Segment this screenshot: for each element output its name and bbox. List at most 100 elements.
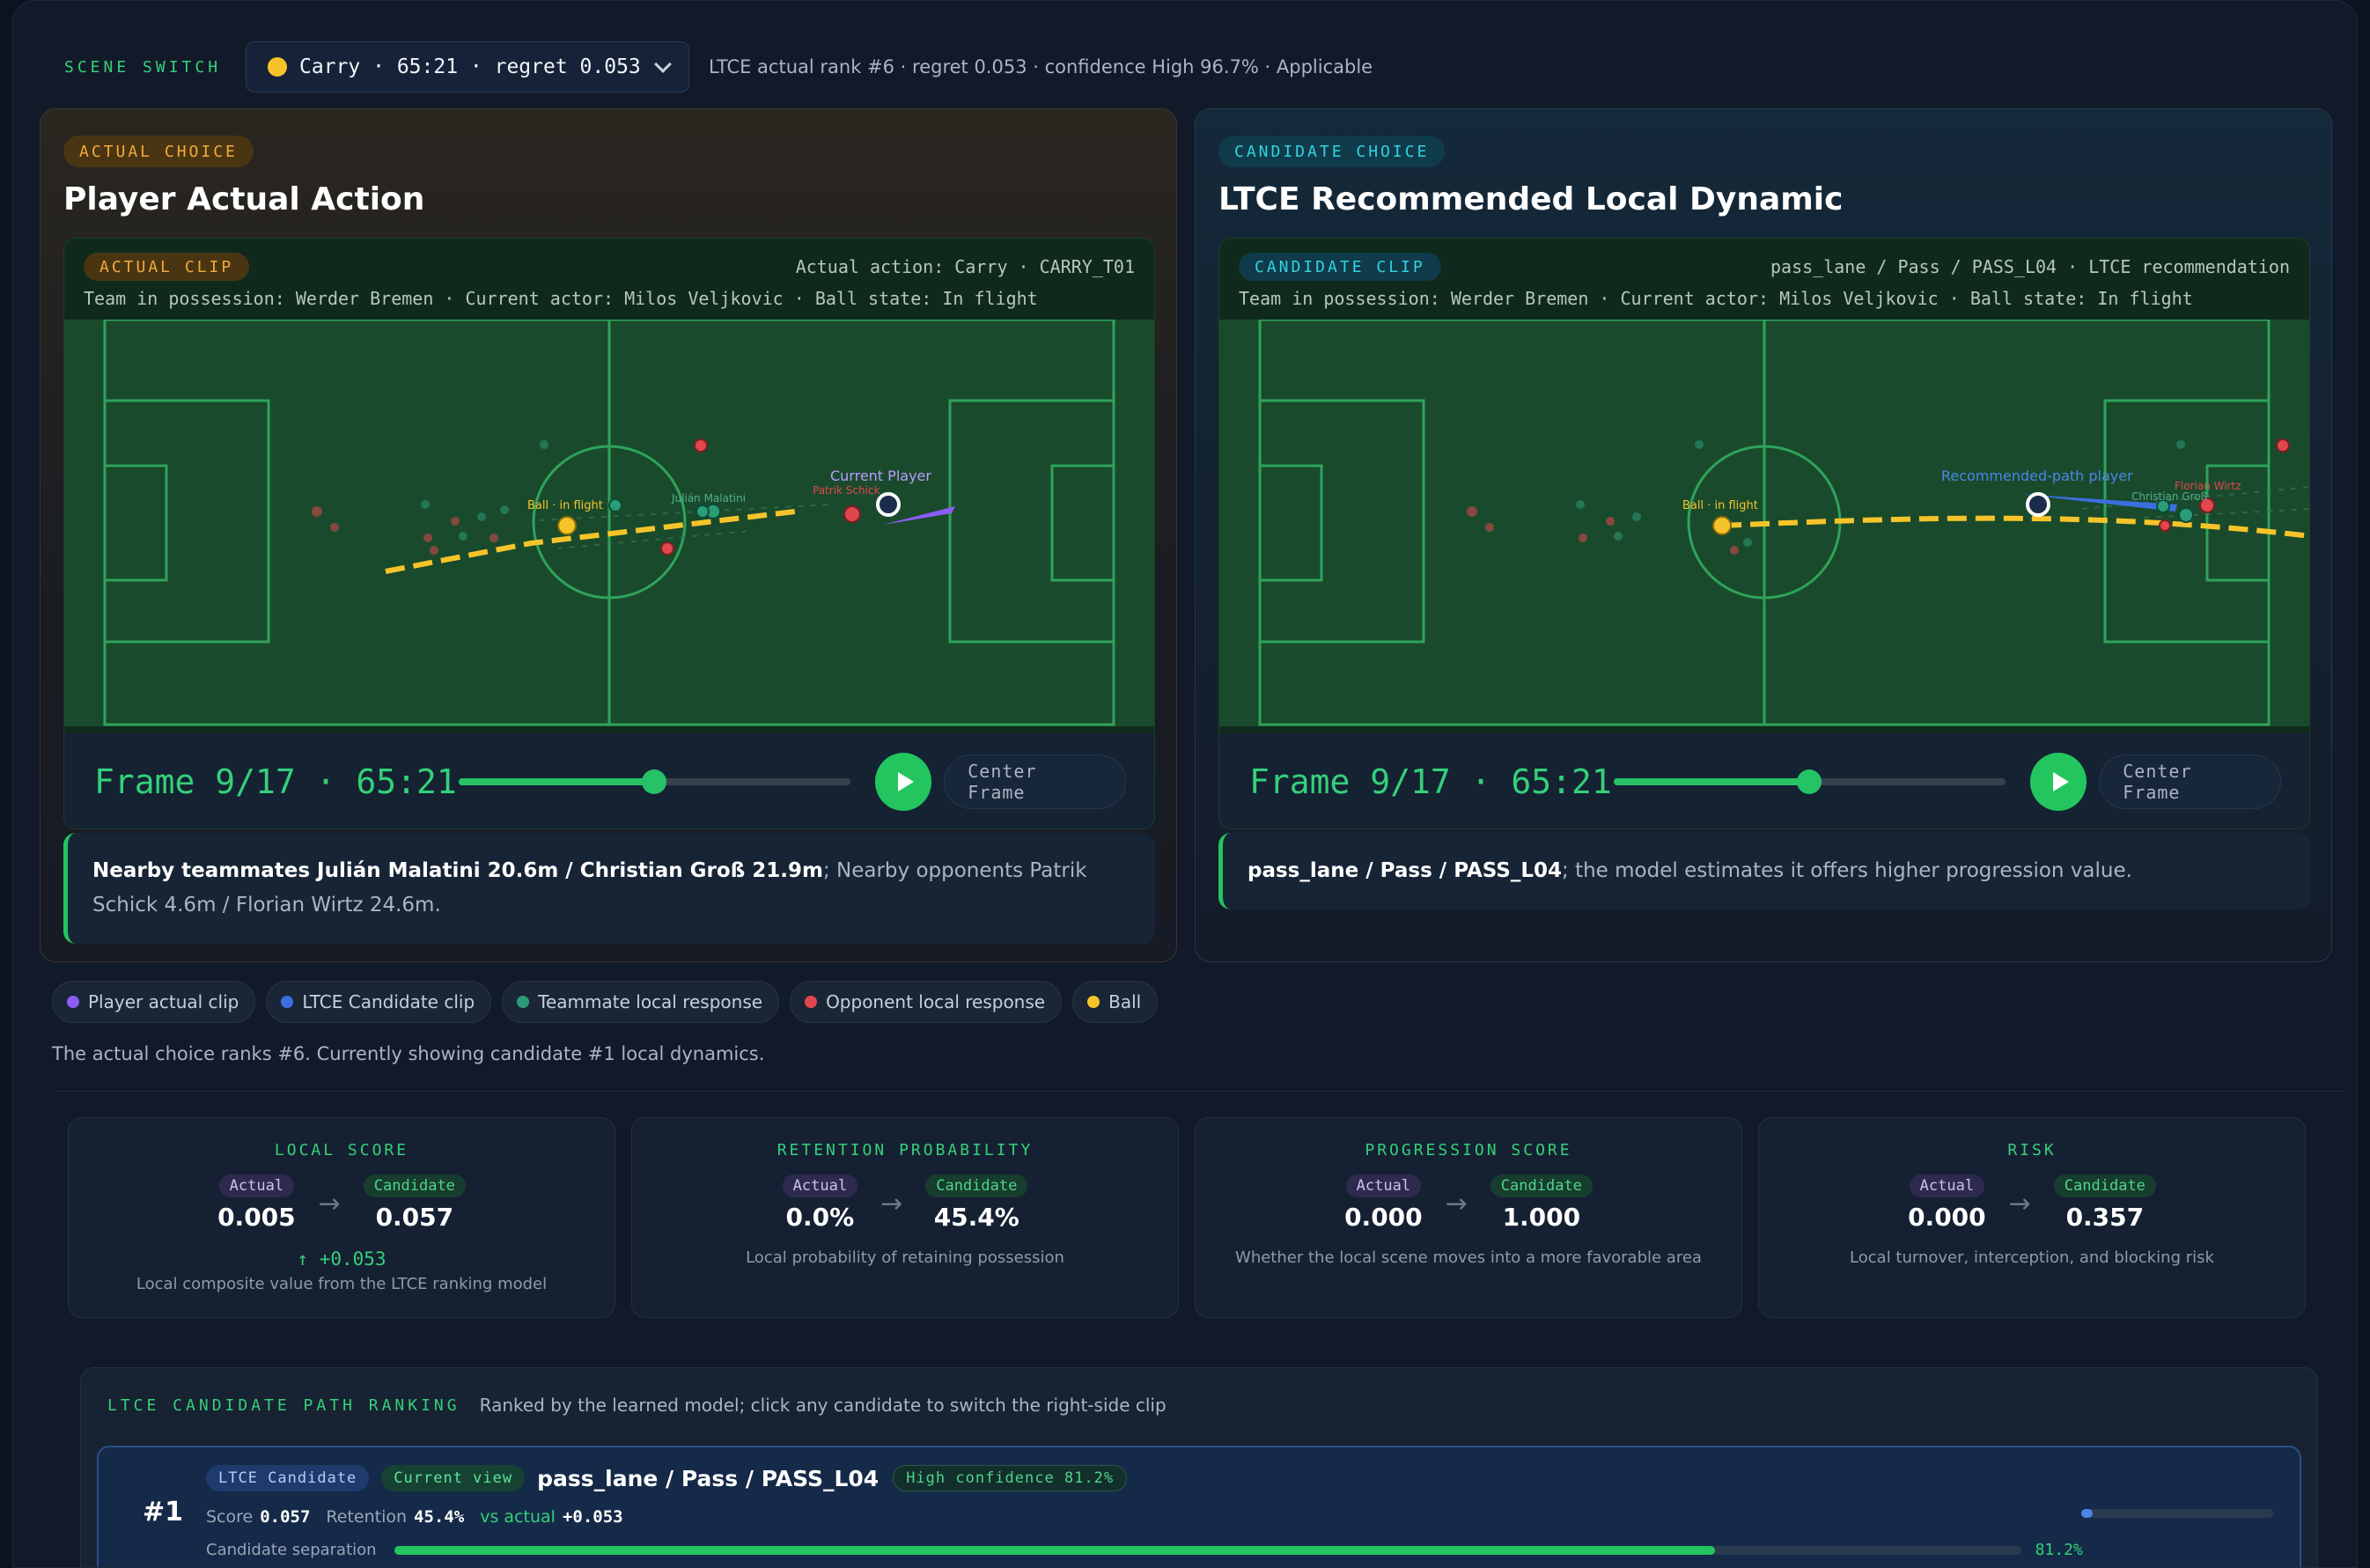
pitch-lines — [103, 320, 1115, 726]
app-shell: SCENE SWITCH Carry · 65:21 · regret 0.05… — [12, 0, 2358, 1568]
candidate-value: 0.357 — [2065, 1203, 2145, 1232]
candidate-tag: Candidate — [363, 1174, 466, 1197]
scene-bar: SCENE SWITCH Carry · 65:21 · regret 0.05… — [64, 41, 1373, 92]
arrow-right-icon: → — [880, 1189, 903, 1219]
actual-choice-panel: ACTUAL CHOICE Player Actual Action ACTUA… — [40, 108, 1177, 962]
opponent-label: Florian Wirtz — [2175, 480, 2241, 492]
divider — [52, 1091, 2344, 1092]
panel-title: Player Actual Action — [63, 181, 425, 217]
pitch[interactable]: Ball · in flight Current Player Julián M… — [64, 320, 1155, 726]
metric-description: Local probability of retaining possessio… — [746, 1248, 1064, 1267]
metric-values: Actual 0.0% → Candidate 45.4% — [632, 1174, 1178, 1232]
metric-retention-probability: RETENTION PROBABILITY Actual 0.0% → Candi… — [631, 1117, 1179, 1318]
play-button[interactable] — [2029, 753, 2087, 811]
actual-value: 0.005 — [217, 1203, 296, 1232]
metric-values: Actual 0.005 → Candidate 0.057 — [69, 1174, 615, 1232]
chevron-down-icon — [654, 55, 672, 73]
current-player-label: Current Player — [830, 467, 931, 484]
metric-title: PROGRESSION SCORE — [1365, 1141, 1572, 1159]
note-emphasis: pass_lane / Pass / PASS_L04 — [1248, 859, 1563, 882]
metric-title: RETENTION PROBABILITY — [777, 1141, 1034, 1159]
arrow-right-icon: → — [318, 1189, 341, 1219]
legend-label: Ball — [1108, 991, 1142, 1012]
metric-values: Actual 0.000 → Candidate 0.357 — [1759, 1174, 2305, 1232]
current-player-marker — [876, 492, 901, 517]
scene-select[interactable]: Carry · 65:21 · regret 0.053 — [246, 41, 690, 92]
metric-title: RISK — [2007, 1141, 2057, 1159]
legend-label: Opponent local response — [826, 991, 1046, 1012]
ranking-title: LTCE CANDIDATE PATH RANKING — [107, 1395, 460, 1415]
metric-description: Whether the local scene moves into a mor… — [1235, 1248, 1702, 1267]
play-icon — [2052, 772, 2069, 791]
ball-marker — [1712, 516, 1732, 535]
candidate-clip-badge: CANDIDATE CLIP — [1239, 253, 1441, 281]
legend-dot-icon — [1087, 996, 1100, 1008]
metric-delta: ↑ +0.053 — [297, 1248, 386, 1270]
note-text: ; the model estimates it offers higher p… — [1562, 859, 2132, 882]
teammate-label: Julián Malatini — [671, 492, 746, 504]
ball-label: Ball · in flight — [1682, 499, 1758, 512]
legend-dot-icon — [517, 996, 530, 1008]
scene-switch-label: SCENE SWITCH — [64, 57, 222, 77]
scene-meta: LTCE actual rank #6 · regret 0.053 · con… — [709, 56, 1373, 77]
candidate-ranking: LTCE CANDIDATE PATH RANKING Ranked by th… — [80, 1367, 2318, 1567]
actual-clip-badge: ACTUAL CLIP — [84, 253, 250, 281]
slider-handle[interactable] — [642, 769, 667, 794]
legend-label: Teammate local response — [538, 991, 763, 1012]
frame-slider[interactable] — [458, 769, 850, 794]
actual-tag: Actual — [218, 1174, 295, 1197]
actual-tag: Actual — [1909, 1174, 1985, 1197]
note-emphasis: Nearby teammates Julián Malatini 20.6m /… — [92, 859, 823, 882]
opponent-marker — [2276, 438, 2290, 453]
separation-bar — [394, 1545, 2021, 1555]
metric-values: Actual 0.000 → Candidate 1.000 — [1196, 1174, 1741, 1232]
clip-info: Team in possession: Werder Bremen · Curr… — [84, 288, 1038, 309]
candidate-tag: Candidate — [925, 1174, 1028, 1197]
candidate-value: 1.000 — [1502, 1203, 1581, 1232]
teammate-marker — [696, 504, 710, 519]
ranking-header: LTCE CANDIDATE PATH RANKING Ranked by th… — [107, 1395, 1167, 1416]
score-label: Score — [206, 1507, 254, 1527]
faint-track-lines — [539, 504, 831, 549]
ball-trajectory — [385, 509, 796, 574]
pitch[interactable]: Ball · in flight Recommended-path player… — [1219, 320, 2310, 726]
ball-dot-icon — [268, 57, 288, 77]
actual-choice-badge: ACTUAL CHOICE — [63, 136, 254, 167]
current-view-tag: Current view — [381, 1465, 526, 1491]
candidate-choice-badge: CANDIDATE CHOICE — [1218, 136, 1446, 167]
actual-value: 0.0% — [785, 1203, 855, 1232]
legend-item-ball: Ball — [1072, 981, 1159, 1023]
nearby-players-note: Nearby teammates Julián Malatini 20.6m /… — [63, 833, 1155, 944]
frame-counter: Frame 9/17 · 65:21 — [94, 762, 457, 801]
mini-bar-fill — [2081, 1509, 2094, 1518]
background-players — [312, 440, 548, 555]
center-frame-button[interactable]: Center Frame — [944, 755, 1126, 809]
frame-slider[interactable] — [1613, 769, 2006, 794]
recommended-player-marker — [2026, 492, 2050, 517]
retention-label: Retention — [326, 1507, 408, 1527]
candidate-row[interactable]: #1 LTCE Candidate Current view pass_lane… — [97, 1446, 2301, 1567]
actual-clip: ACTUAL CLIP Actual action: Carry · CARRY… — [63, 238, 1155, 829]
score-value: 0.057 — [260, 1507, 311, 1527]
candidate-stats: Score 0.057 Retention 45.4% vs actual +0.05… — [206, 1507, 639, 1527]
candidate-tag: Candidate — [1490, 1174, 1593, 1197]
candidate-value: 0.057 — [375, 1203, 454, 1232]
scene-selected-value: Carry · 65:21 · regret 0.053 — [299, 55, 641, 78]
note-text: ; Nearby opponents Patrik Schick 4.6m / … — [92, 859, 1087, 917]
slider-handle[interactable] — [1797, 769, 1822, 794]
legend-item-player-actual: Player actual clip — [52, 981, 256, 1023]
actual-value: 0.000 — [1344, 1203, 1423, 1232]
play-icon — [897, 772, 914, 791]
center-frame-button[interactable]: Center Frame — [2099, 755, 2281, 809]
candidate-mini-bar — [2081, 1509, 2273, 1518]
teammate-marker — [2178, 507, 2194, 523]
candidate-value: 45.4% — [933, 1203, 1019, 1232]
ltce-candidate-tag: LTCE Candidate — [206, 1465, 370, 1491]
ranking-subtitle: Ranked by the learned model; click any c… — [479, 1395, 1167, 1416]
ball-trajectory — [1721, 515, 2309, 539]
legend-label: Player actual clip — [88, 991, 239, 1012]
play-button[interactable] — [874, 753, 932, 811]
teammate-marker — [608, 498, 622, 512]
recommended-path-label: Recommended-path player — [1941, 467, 2133, 484]
metric-risk: RISK Actual 0.000 → Candidate 0.357 Local … — [1758, 1117, 2306, 1318]
